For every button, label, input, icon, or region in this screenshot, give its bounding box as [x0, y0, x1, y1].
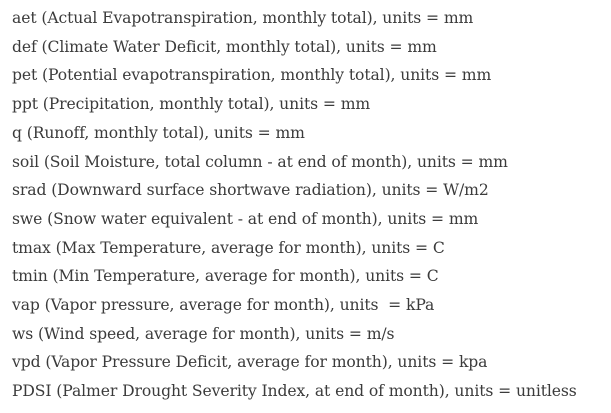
variable-pet: pet (Potential evapotranspiration, month… — [12, 66, 492, 85]
variable-swe: swe (Snow water equivalent - at end of m… — [12, 209, 479, 228]
variable-def: def (Climate Water Deficit, monthly tota… — [12, 37, 437, 56]
variable-tmax: tmax (Max Temperature, average for month… — [12, 238, 445, 257]
variable-q: q (Runoff, monthly total), units = mm — [12, 123, 305, 142]
variable-soil: soil (Soil Moisture, total column - at e… — [12, 152, 508, 171]
variable-vap: vap (Vapor pressure, average for month),… — [12, 296, 435, 315]
variable-srad: srad (Downward surface shortwave radiati… — [12, 181, 489, 200]
variable-tmin: tmin (Min Temperature, average for month… — [12, 267, 439, 286]
variable-ppt: ppt (Precipitation, monthly total), unit… — [12, 95, 371, 114]
variable-list: aet (Actual Evapotranspiration, monthly … — [12, 4, 611, 406]
variable-aet: aet (Actual Evapotranspiration, monthly … — [12, 9, 474, 27]
variable-pdsi: PDSI (Palmer Drought Severity Index, at … — [12, 382, 577, 401]
variable-ws: ws (Wind speed, average for month), unit… — [12, 324, 395, 343]
variable-vpd: vpd (Vapor Pressure Deficit, average for… — [12, 353, 488, 372]
